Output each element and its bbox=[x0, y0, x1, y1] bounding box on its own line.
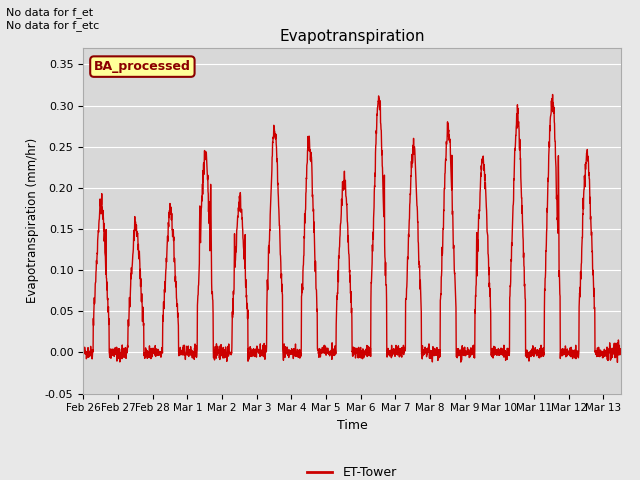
Legend: ET-Tower: ET-Tower bbox=[302, 461, 402, 480]
Text: BA_processed: BA_processed bbox=[94, 60, 191, 73]
Title: Evapotranspiration: Evapotranspiration bbox=[279, 29, 425, 44]
Text: No data for f_et: No data for f_et bbox=[6, 7, 93, 18]
Y-axis label: Evapotranspiration (mm/hr): Evapotranspiration (mm/hr) bbox=[26, 138, 39, 303]
X-axis label: Time: Time bbox=[337, 419, 367, 432]
Text: No data for f_etc: No data for f_etc bbox=[6, 20, 100, 31]
